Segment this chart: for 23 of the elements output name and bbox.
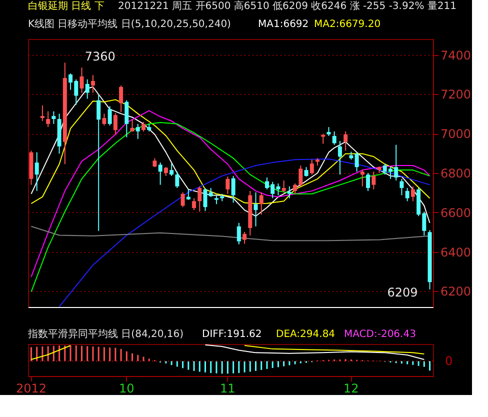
y-tick-label: 6600 [440, 206, 472, 220]
annotation: 6209 [387, 285, 418, 300]
y-tick-label: 6400 [440, 245, 472, 260]
x-tick-label: 2012 [16, 382, 46, 396]
chart-subtitle: 20121221 周五 开6500 高6510 低6209 收6246 涨 -255 -3.92% 量211 [118, 0, 456, 12]
y-tick-label: 7000 [440, 127, 472, 142]
series-label: DIFF:191.62 [202, 329, 262, 340]
x-tick-label: 12 [344, 382, 359, 396]
text: MACD:-206.43 [344, 329, 416, 340]
text: MA2:6679.20 [314, 19, 381, 30]
text: MA1:6692 [258, 19, 309, 30]
text: K线图 日移动平均线 日(5,10,20,25,50,240) [28, 18, 232, 30]
x-tick-label: 10 [119, 382, 134, 396]
series-label: DEA:294.84 [276, 329, 336, 340]
y-tick-label: 6800 [440, 166, 472, 180]
y-tick-label: 7400 [440, 48, 472, 62]
y-tick-label: 7200 [440, 88, 472, 102]
ref-line-label: 0 [445, 354, 453, 368]
chart-title: 白银延期 日线 下 [28, 0, 104, 12]
chart-title: 指数平滑异同平均线 日(84,20,16) [27, 328, 184, 340]
x-tick-label: 11 [220, 382, 236, 396]
y-tick-label: 6200 [440, 284, 472, 299]
annotation: 7360 [84, 50, 116, 64]
